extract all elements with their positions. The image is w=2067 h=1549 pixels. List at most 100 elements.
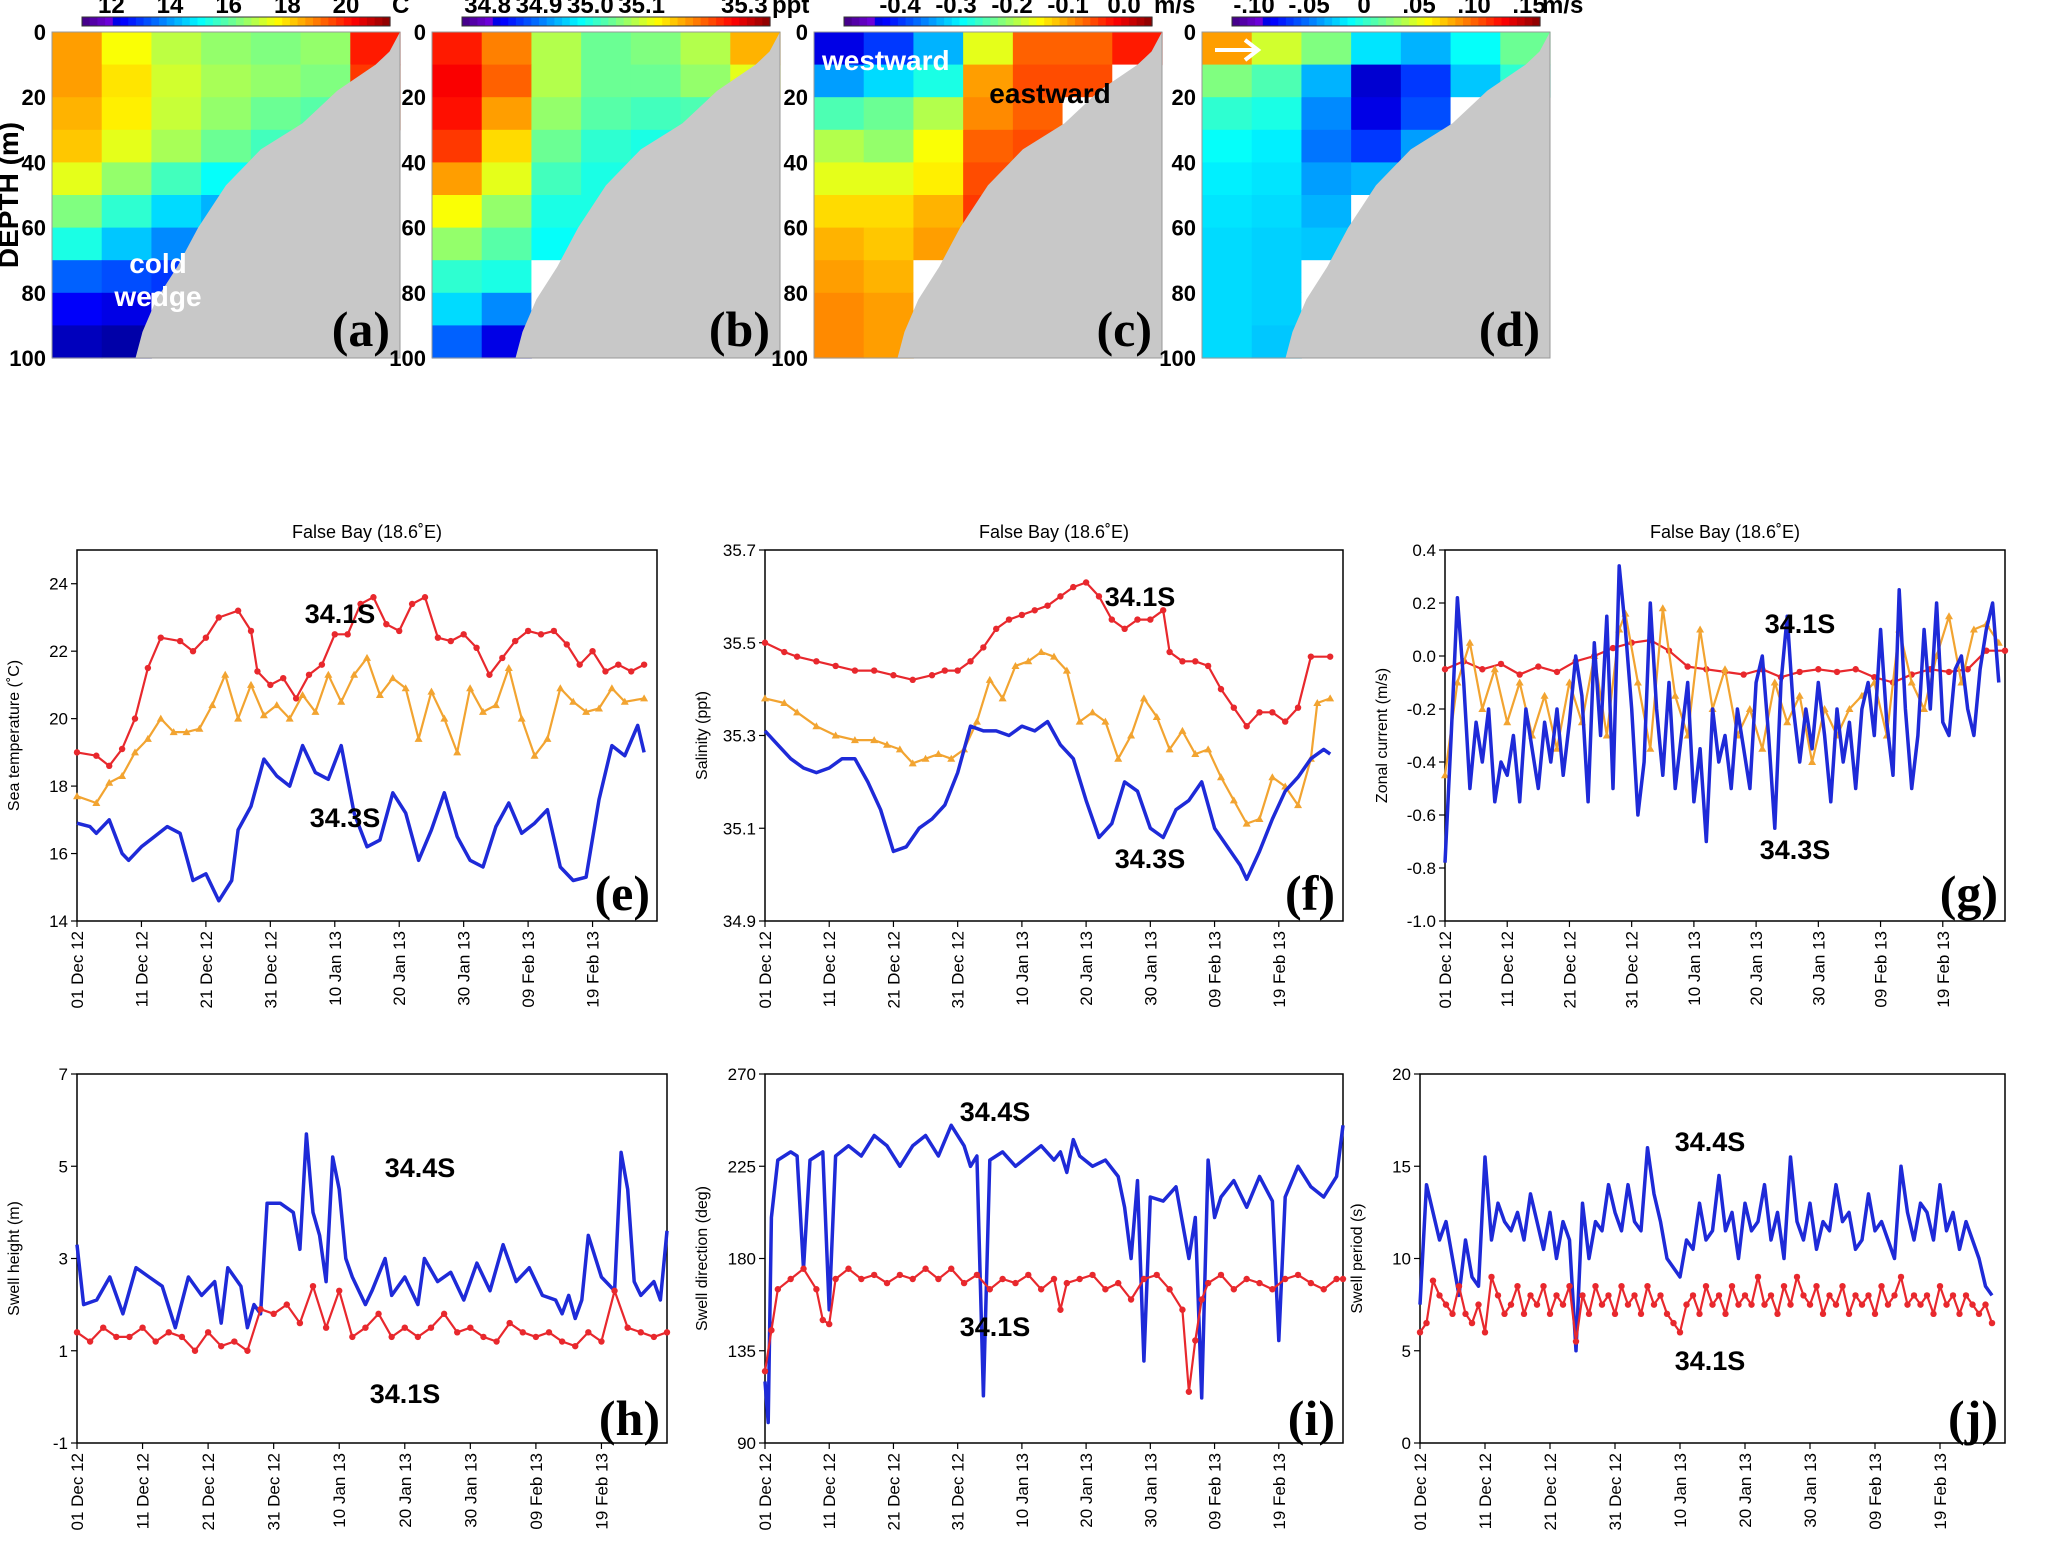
data-point-circle [440,1310,448,1318]
data-point-triangle [1242,819,1251,827]
section-cell [913,64,964,98]
data-point-circle [1320,1286,1327,1293]
colorbar-swatch [289,17,299,26]
section-cell [201,129,252,163]
colorbar-swatch [1439,17,1449,26]
data-point-triangle [1062,666,1071,674]
x-tick-label: 10 Jan 13 [1013,931,1032,1006]
section-cell [151,97,202,131]
data-point-circle [1728,1282,1736,1290]
colorbar-swatch [212,17,222,26]
colorbar-swatch [359,17,368,26]
x-tick-label: 01 Dec 12 [68,931,87,1009]
data-point-triangle [491,701,500,709]
data-point-triangle [1178,726,1187,734]
x-tick-label: 20 Jan 13 [1077,1453,1096,1528]
colorbar-swatch [382,17,391,26]
section-cell [1202,162,1253,196]
data-point-circle [1559,1301,1567,1308]
section-cell [101,32,153,66]
section-cell [250,32,302,66]
section-cell [963,32,1014,66]
colorbar-unit: ppt [772,0,809,19]
data-point-triangle [998,694,1007,702]
x-tick-label: 10 Jan 13 [1671,1453,1690,1528]
data-point-circle [1455,1282,1463,1290]
colorbar-swatch [646,17,656,26]
data-point-circle [1871,1310,1879,1318]
data-point-circle [280,674,287,682]
depth-tick-label: 0 [796,20,808,45]
data-point-circle [1796,668,1803,676]
y-tick-label: 20 [49,710,68,729]
colorbar-swatch [1378,17,1387,26]
x-tick-label: 30 Jan 13 [1801,1453,1820,1528]
data-point-triangle [414,734,423,742]
colorbar-swatch [328,17,337,26]
data-point-triangle [1658,604,1667,612]
data-point-triangle [812,722,821,730]
data-point-circle [986,1286,993,1293]
section-cell [1202,260,1253,294]
colorbar-frame [81,16,391,27]
data-point-circle [532,1333,540,1341]
data-point-triangle [1602,731,1611,739]
section-panel-a: 0 20 40 60 80 100 (a) [9,20,401,371]
data-point-circle [1800,1292,1807,1299]
colorbar-swatch [998,17,1007,26]
data-point-circle [1618,1282,1625,1290]
colorbar-swatch [1347,17,1356,26]
x-tick-label: 30 Jan 13 [1141,931,1160,1006]
data-point-circle [1005,616,1013,623]
data-point-triangle [440,714,449,722]
cold-wedge-label: wedge [113,281,201,312]
section-cell [101,292,153,326]
data-point-circle [628,668,635,675]
data-point-circle [1923,1292,1931,1299]
y-tick-label: 270 [728,1065,756,1084]
data-point-triangle [908,759,917,767]
data-point-circle [1416,1329,1424,1336]
depth-tick-label: 100 [1159,346,1196,371]
westward-label: westward [821,45,950,76]
data-point-circle [1754,1273,1762,1281]
series-path [763,719,1332,882]
data-point-circle [1282,1275,1289,1283]
colorbar-swatch [1463,17,1472,26]
section-cell [1202,129,1253,163]
colorbar-swatch [762,17,771,26]
series-line-2 [1443,564,2001,863]
data-point-circle [1166,1286,1173,1293]
latitude-annotation: 34.1S [305,599,376,629]
colorbar-swatch [351,17,360,26]
data-point-circle [375,1310,382,1318]
series-line-1 [761,1265,1347,1395]
x-tick-label: 21 Dec 12 [199,1453,218,1531]
data-point-circle [1904,1301,1911,1308]
data-point-circle [1702,1282,1710,1290]
y-tick-label: 5 [1402,1342,1411,1361]
depth-tick-label: 20 [22,85,46,110]
section-panel-d: 0 20 40 60 80 100 (d) [1159,20,1551,371]
depth-tick-label: 40 [1172,150,1196,175]
colorbar-swatch [1247,17,1256,26]
colorbar-swatch [623,17,632,26]
y-tick-label: 225 [728,1157,756,1176]
section-cell [250,97,302,131]
data-point-circle [909,676,916,684]
section-cell [1251,64,1303,98]
seafloor-bathymetry [1285,32,1550,358]
section-cell [963,97,1014,131]
data-point-triangle [118,771,127,779]
colorbar-c: -0.4 -0.3 -0.2 -0.1 0.0 m/s [843,0,1195,27]
data-point-circle [254,668,261,675]
data-point-circle [1605,1292,1612,1299]
data-point-circle [427,1324,435,1331]
data-point-circle [191,1347,199,1354]
data-point-circle [93,752,100,759]
section-cell [863,292,915,326]
data-point-circle [292,695,300,702]
data-point-circle [774,1286,782,1293]
data-point-circle [331,631,338,638]
data-point-triangle [543,734,552,742]
